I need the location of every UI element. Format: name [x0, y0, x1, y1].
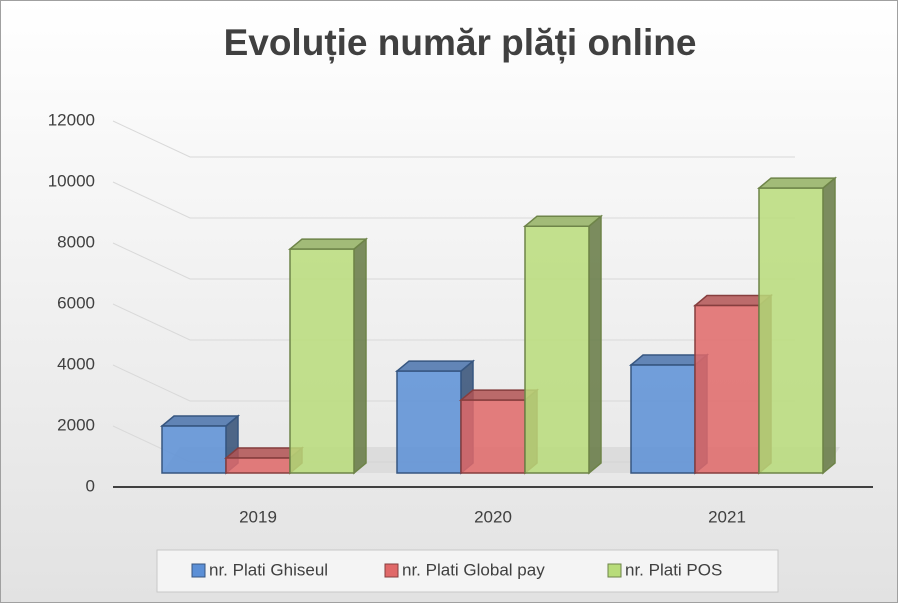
bar [287, 237, 369, 475]
legend [156, 549, 779, 593]
y-tick-label: 4000 [57, 354, 95, 373]
y-tick-label: 6000 [57, 293, 95, 312]
bar-front [289, 248, 355, 474]
y-tick-label: 0 [86, 476, 95, 495]
bar-front [630, 364, 696, 474]
bar [756, 176, 838, 475]
legend-label: nr. Plati POS [625, 560, 722, 579]
bar-side [588, 214, 602, 475]
bar-front [161, 425, 227, 474]
bar-front [758, 187, 824, 474]
y-tick-label: 10000 [48, 171, 95, 190]
bar-side [822, 176, 836, 475]
bar [394, 359, 476, 475]
bar-top [394, 360, 476, 372]
chart-title: Evoluție număr plăți online [224, 22, 697, 64]
x-tick-label: 2021 [708, 507, 746, 526]
grid-line [112, 120, 795, 158]
x-tick-label: 2019 [239, 507, 277, 526]
x-tick-label: 2020 [474, 507, 512, 526]
legend-label: nr. Plati Global pay [402, 560, 545, 579]
bar-top [522, 215, 604, 227]
legend-swatch [384, 563, 399, 578]
legend-swatch [191, 563, 206, 578]
y-tick-label: 8000 [57, 232, 95, 251]
bar-front [694, 304, 760, 474]
bar-top [756, 177, 838, 189]
bar-side [353, 237, 367, 475]
bar [522, 214, 604, 475]
bar-top [287, 238, 369, 250]
y-tick-label: 2000 [57, 415, 95, 434]
bar-front [460, 399, 526, 474]
legend-label: nr. Plati Ghiseul [209, 560, 328, 579]
legend-swatch [607, 563, 622, 578]
bar-front [396, 370, 462, 474]
bar-front [225, 457, 291, 474]
bar [159, 414, 241, 475]
bar-front [524, 225, 590, 474]
bar-top [159, 415, 241, 427]
y-tick-label: 12000 [48, 110, 95, 129]
